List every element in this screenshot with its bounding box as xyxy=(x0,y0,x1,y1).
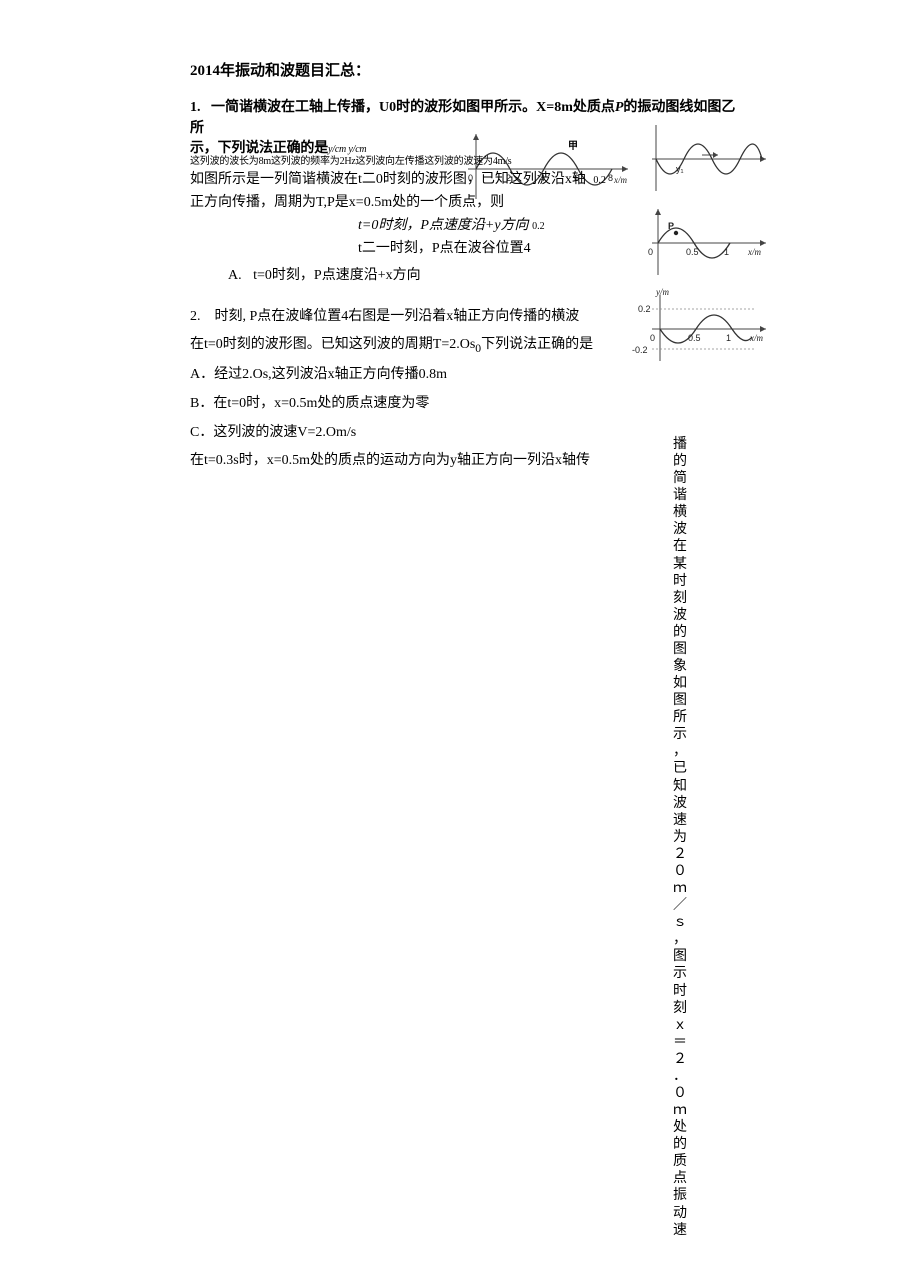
q2-optD: 在t=0.3s时，x=0.5m处的质点的运动方向为y轴正方向一列沿x轴传 xyxy=(190,448,740,475)
q1-line4: 正方向传播，周期为T,P是x=0.5m处的一个质点，则 xyxy=(190,192,740,213)
q2-lead-b-tail: 下列说法正确的是 xyxy=(481,337,593,352)
svg-text:x/m: x/m xyxy=(749,333,763,343)
page-title: 2014年振动和波题目汇总： xyxy=(190,60,740,83)
q2-lead-b: 在t=0时刻的波形图。已知这列波的周期T=2.Os xyxy=(190,337,475,352)
q2-optB: B．在t=0时，x=0.5m处的质点速度为零 xyxy=(190,391,740,418)
svg-text:0.2: 0.2 xyxy=(638,304,651,314)
q1-stem-line1: 1. 一简谐横波在工轴上传播，U0时的波形如图甲所示。X=8m处质点P的振动图线… xyxy=(190,97,740,139)
svg-text:y/m: y/m xyxy=(655,287,669,297)
q1-line3: 如图所示是一列简谐横波在t二0时刻的波形图，已知这列波沿x轴 0.2 xyxy=(190,169,740,190)
q1-line2-lead: 示，下列说法正确的是 xyxy=(190,141,328,156)
svg-text:1: 1 xyxy=(726,333,731,343)
q1-num: 1. xyxy=(190,100,201,115)
q1-text-a: 一简谐横波在工轴上传播，U0时的波形如图甲所示。X=8m处质点 xyxy=(211,100,615,115)
q1-optA: A. t=0时刻，P点速度沿+x方向 xyxy=(228,265,740,286)
q1-optA-letter: A. xyxy=(228,268,242,283)
q1-jia-label: 甲 xyxy=(568,141,578,152)
q1-line2-mix: 这列波的波长为8m这列波的频率为2Hz这列波向左传播这列波的波速为4m/s xyxy=(190,156,512,167)
q1-i1-text: t=0时刻，P点速度沿+y方向 xyxy=(358,218,529,233)
q1-optA-text: t=0时刻，P点速度沿+x方向 xyxy=(253,268,420,283)
svg-text:0: 0 xyxy=(650,333,655,343)
vertical-column-text: 播的简谐横波在某时刻波的图象如图所示，已知波速为２０ｍ／ｓ，图示时刻ｘ＝２．０ｍ… xyxy=(672,436,688,1239)
q2-optC: C．这列波的波速V=2.Om/s xyxy=(190,420,740,447)
q1-line3-text: 如图所示是一列简谐横波在t二0时刻的波形图，已知这列波沿x轴 xyxy=(190,172,586,187)
svg-text:-0.2: -0.2 xyxy=(632,345,648,355)
svg-text:0.5: 0.5 xyxy=(688,333,701,343)
q1-italic-2: t二一时刻，P点在波谷位置4 xyxy=(358,238,740,259)
svg-text:x/m: x/m xyxy=(747,247,761,257)
q2-num: 2. xyxy=(190,309,201,324)
q1-overlap-line: 示，下列说法正确的是y/cm y/cm 这列波的波长为8m这列波的频率为2Hz这… xyxy=(190,141,740,167)
q2-lead-a: 时刻, P点在波峰位置4右图是一列沿着x轴正方向传播的横波 xyxy=(215,309,580,324)
diagram-right-3: y/m 0.2 -0.2 0 0.5 1 x/m xyxy=(644,285,774,371)
question-1: 0 2 4 6 8 x/m y₁ P 0 0 xyxy=(190,97,740,475)
q1-italic-1: t=0时刻，P点速度沿+y方向 0.2 xyxy=(358,215,740,236)
